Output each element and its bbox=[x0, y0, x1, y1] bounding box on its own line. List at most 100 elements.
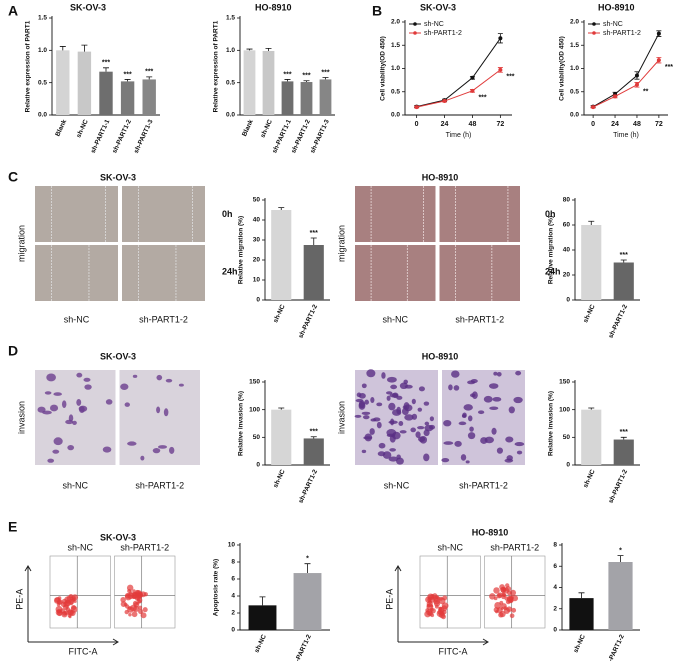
y-tick-label: 1.5 bbox=[570, 42, 579, 49]
event-cluster bbox=[136, 597, 140, 601]
x-tick-label: sh-NC bbox=[272, 303, 287, 324]
stained-cell bbox=[382, 451, 392, 459]
stained-cell bbox=[53, 392, 62, 396]
wound-edges bbox=[138, 186, 193, 242]
event-cluster bbox=[132, 605, 140, 613]
y-tick-label: 0.0 bbox=[226, 112, 235, 119]
legend-marker bbox=[592, 31, 596, 35]
x-tick-label: 0 bbox=[591, 121, 595, 128]
y-tick-label: 0.5 bbox=[570, 88, 579, 95]
error-bar bbox=[103, 67, 109, 72]
y-axis-label: Cell viability(OD 450) bbox=[559, 36, 566, 101]
event-cluster bbox=[489, 593, 496, 600]
event-cluster bbox=[499, 584, 505, 590]
stained-cell bbox=[392, 409, 402, 416]
point bbox=[470, 88, 475, 93]
stained-cell bbox=[491, 427, 497, 435]
error-bar bbox=[59, 46, 66, 51]
event-cluster bbox=[124, 609, 129, 615]
stained-cell bbox=[453, 385, 460, 391]
x-tick-label: sh-NC bbox=[272, 468, 287, 489]
stained-cell bbox=[429, 416, 434, 422]
stained-cell bbox=[61, 400, 67, 408]
significance: ** bbox=[643, 89, 649, 96]
y-tick-label: 1.0 bbox=[391, 65, 400, 72]
event-cluster bbox=[509, 589, 517, 596]
error-bar bbox=[620, 436, 627, 440]
y-axis-label: Relative expression of PART1 bbox=[213, 20, 220, 112]
chart-title: HO-8910 bbox=[472, 527, 509, 537]
y-tick-label: 8 bbox=[231, 559, 235, 566]
chart-title: SK-OV-3 bbox=[70, 2, 106, 12]
bar bbox=[613, 262, 634, 300]
flow-plot bbox=[419, 555, 481, 629]
stained-cell bbox=[364, 399, 369, 405]
stained-cell bbox=[369, 428, 375, 435]
stained-cell bbox=[448, 384, 453, 391]
chart-title: HO-8910 bbox=[422, 351, 459, 361]
significance: *** bbox=[124, 71, 132, 78]
significance: * bbox=[306, 556, 309, 563]
significance: * bbox=[619, 547, 622, 554]
y-axis-label: Relative expression of PART1 bbox=[25, 20, 32, 112]
x-axis-label: Time (h) bbox=[446, 132, 472, 139]
chart-title: SK-OV-3 bbox=[100, 351, 136, 361]
stained-cell bbox=[401, 407, 409, 416]
panel-letter: B bbox=[372, 3, 382, 19]
image-side-label: migration bbox=[336, 225, 346, 262]
stained-cell bbox=[423, 429, 430, 437]
y-tick-label: 8 bbox=[553, 542, 557, 549]
y-tick-label: 2 bbox=[231, 610, 235, 617]
chart-title: SK-OV-3 bbox=[100, 172, 136, 182]
error-bar bbox=[81, 44, 88, 52]
micrograph bbox=[35, 370, 116, 465]
stained-cell bbox=[364, 433, 373, 442]
panel-letter: D bbox=[8, 343, 18, 359]
y-tick-label: 6 bbox=[231, 576, 235, 583]
stained-cell bbox=[396, 395, 403, 400]
y-tick-label: 0.0 bbox=[391, 112, 400, 119]
x-tick-label: sh-PART1-3 bbox=[309, 118, 331, 154]
significance: *** bbox=[620, 252, 628, 259]
point bbox=[656, 31, 661, 36]
bar bbox=[303, 438, 324, 465]
y-tick-label: 0.0 bbox=[38, 112, 47, 119]
stained-cell bbox=[84, 384, 92, 390]
stained-cell bbox=[468, 415, 473, 422]
bar bbox=[56, 50, 70, 116]
event-cluster bbox=[138, 600, 142, 604]
stained-cell bbox=[506, 455, 513, 461]
stained-cell bbox=[156, 406, 161, 414]
stained-cell bbox=[76, 398, 82, 406]
x-tick-label: sh-PART1-2 bbox=[604, 633, 626, 661]
error-bar bbox=[259, 596, 266, 606]
error-bar bbox=[588, 407, 595, 410]
y-tick-label: 100 bbox=[249, 406, 260, 413]
event-cluster bbox=[120, 601, 127, 607]
micrograph bbox=[122, 186, 205, 242]
error-bar bbox=[284, 79, 291, 82]
image-row-label: 24h bbox=[545, 267, 561, 277]
y-axis-label: Cell viability(OD 450) bbox=[380, 36, 387, 101]
event-cluster bbox=[427, 596, 432, 600]
bar bbox=[581, 409, 602, 465]
stained-cell bbox=[489, 406, 499, 411]
chart-title: HO-8910 bbox=[255, 2, 292, 12]
event-cluster bbox=[131, 611, 138, 618]
stained-cell bbox=[467, 380, 476, 385]
y-axis-label: Relative invasion (%) bbox=[238, 391, 245, 456]
chart-title: HO-8910 bbox=[422, 172, 459, 182]
point bbox=[634, 73, 639, 78]
stained-cell bbox=[376, 421, 382, 429]
y-tick-label: 0 bbox=[553, 627, 557, 634]
flow-y-label: PE-A bbox=[384, 589, 394, 610]
image-column-label: sh-NC bbox=[437, 542, 463, 552]
stained-cell bbox=[515, 370, 522, 376]
y-tick-label: 20 bbox=[253, 257, 261, 264]
stained-cell bbox=[386, 395, 391, 401]
y-tick-label: 0.0 bbox=[570, 112, 579, 119]
significance: *** bbox=[506, 74, 514, 81]
chart-title: HO-8910 bbox=[598, 2, 635, 12]
bar bbox=[581, 225, 602, 300]
